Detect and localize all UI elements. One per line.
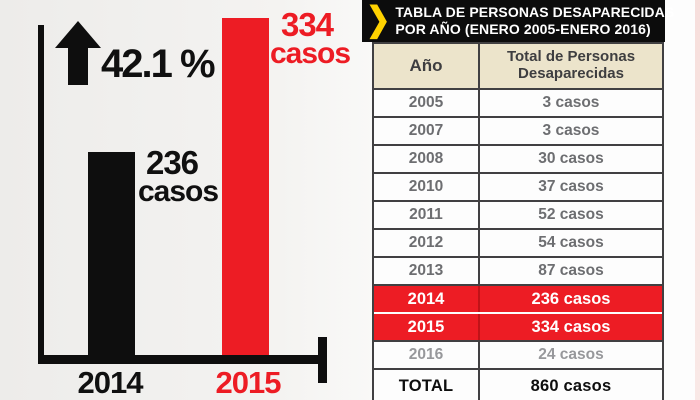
column-header-total-line2: Desaparecidas — [518, 65, 624, 82]
cell-year: 2005 — [374, 90, 480, 116]
table-row: 2008 30 casos — [374, 144, 662, 172]
up-arrow-icon — [55, 21, 101, 85]
table-row: 2005 3 casos — [374, 88, 662, 116]
column-header-year: Año — [374, 44, 480, 88]
table-row: 2016 24 casos — [374, 340, 662, 368]
table-row: TOTAL 860 casos — [374, 368, 662, 400]
percent-increase-label: 42.1 % — [101, 42, 216, 86]
cell-total: 24 casos — [538, 346, 604, 363]
table-row: 2014 236 casos — [374, 284, 662, 312]
table-row: 2015 334 casos — [374, 312, 662, 340]
x-axis — [38, 355, 326, 364]
x-axis-end-tick — [318, 337, 327, 383]
column-header-total-line1: Total de Personas — [506, 48, 636, 66]
bar-2015-value: 334 — [280, 6, 334, 43]
cell-year: 2007 — [374, 118, 480, 144]
bar-2014 — [88, 152, 135, 355]
data-table: Año Total de Personas Desaparecidas 2005… — [372, 42, 664, 400]
chevron-right-icon: ❯ — [366, 1, 391, 38]
column-header-total: Total de Personas Desaparecidas — [480, 44, 662, 88]
cell-total: 37 casos — [538, 178, 604, 195]
cell-total: 54 casos — [538, 234, 604, 251]
cell-year: 2013 — [374, 258, 480, 284]
cell-year: 2010 — [374, 174, 480, 200]
table-header-row: Año Total de Personas Desaparecidas — [374, 44, 662, 88]
bar-2015-unit: casos — [270, 37, 351, 71]
cell-total: 236 casos — [531, 289, 611, 308]
table-title: TABLA DE PERSONAS DESAPARECIDAS POR AÑO … — [395, 4, 674, 38]
cell-total: 30 casos — [538, 150, 604, 167]
x-tick-label-2014: 2014 — [77, 365, 144, 400]
bar-2014-unit: casos — [138, 175, 219, 209]
bar-2015 — [222, 18, 269, 355]
cell-year: 2014 — [374, 286, 480, 312]
bar-chart: 42.1 % 236 casos 334 casos 2014 2015 — [38, 6, 351, 400]
bar-2015-value-label: 334 casos — [270, 6, 351, 71]
x-tick-label-2015: 2015 — [215, 365, 282, 400]
cell-year: 2008 — [374, 146, 480, 172]
cell-year: 2012 — [374, 230, 480, 256]
cell-total: 52 casos — [538, 206, 604, 223]
y-axis — [38, 25, 44, 364]
cell-total: 334 casos — [531, 317, 611, 336]
cell-year: 2011 — [374, 202, 480, 228]
cell-year: 2016 — [374, 342, 480, 368]
cell-total: 860 casos — [530, 376, 612, 395]
cell-total: 3 casos — [542, 94, 600, 111]
bar-2014-value-label: 236 casos — [138, 144, 219, 209]
cell-total: 87 casos — [538, 262, 604, 279]
table-title-line2: POR AÑO (ENERO 2005-ENERO 2016) — [395, 21, 651, 37]
table-row: 2012 54 casos — [374, 228, 662, 256]
bar-2014-value: 236 — [145, 144, 199, 181]
table-row: 2011 52 casos — [374, 200, 662, 228]
table-title-band: ❯ TABLA DE PERSONAS DESAPARECIDAS POR AÑ… — [362, 0, 674, 42]
cell-year: 2015 — [374, 314, 480, 340]
table-title-line1: TABLA DE PERSONAS DESAPARECIDAS — [395, 4, 675, 21]
table-row: 2013 87 casos — [374, 256, 662, 284]
table-row: 2007 3 casos — [374, 116, 662, 144]
cell-year: TOTAL — [374, 370, 480, 400]
table-row: 2010 37 casos — [374, 172, 662, 200]
table-body: 2005 3 casos 2007 3 casos 2008 30 casos … — [374, 88, 662, 400]
cell-total: 3 casos — [542, 122, 600, 139]
